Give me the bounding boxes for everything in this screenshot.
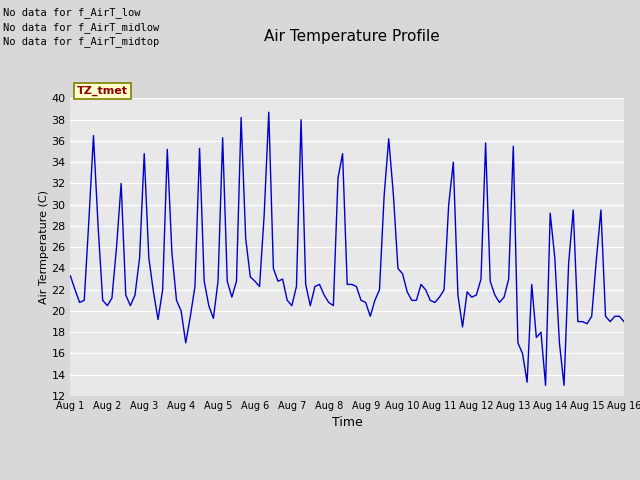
Text: No data for f_AirT_low: No data for f_AirT_low <box>3 7 141 18</box>
Text: TZ_tmet: TZ_tmet <box>77 86 128 96</box>
Text: No data for f_AirT_midtop: No data for f_AirT_midtop <box>3 36 159 47</box>
X-axis label: Time: Time <box>332 417 363 430</box>
Y-axis label: Air Termperature (C): Air Termperature (C) <box>38 190 49 304</box>
Text: No data for f_AirT_midlow: No data for f_AirT_midlow <box>3 22 159 33</box>
Text: Air Temperature Profile: Air Temperature Profile <box>264 29 440 44</box>
